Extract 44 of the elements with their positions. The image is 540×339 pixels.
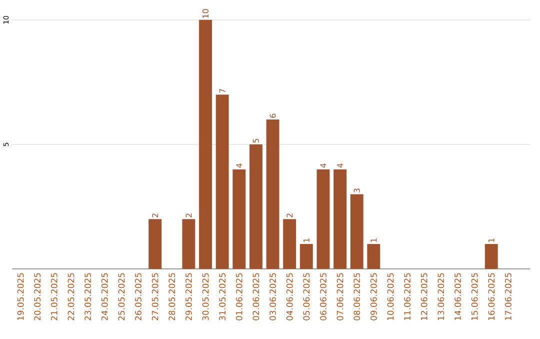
x-tick-label: 03.06.2025 [270,273,276,321]
x-tick-label: 22.05.2025 [68,273,74,320]
x-tick-label: 21.05.2025 [50,273,58,320]
x-tick-label: 01.06.2025 [236,273,242,321]
bar [350,194,364,270]
x-tick-label: 12.06.2025 [420,273,428,320]
x-tick-label: 20.05.2025 [34,273,41,320]
x-tick-label: 30.05.2025 [202,273,209,320]
x-tick-label: 19.05.2025 [17,273,24,320]
bar [316,169,330,270]
x-tick-label: 05.06.2025 [303,273,310,321]
bar [148,219,162,270]
x-tick-label: 26.05.2025 [135,273,142,320]
x-tick-label: 04.06.2025 [286,273,293,321]
bar [232,169,246,270]
x-tick-label: 16.06.2025 [488,273,495,320]
bar [249,144,262,270]
x-tick-label: 13.06.2025 [438,273,444,320]
x-tick-label: 14.06.2025 [454,273,461,320]
x-tick-label: 06.06.2025 [320,273,326,321]
x-tick-label: 29.05.2025 [185,273,192,320]
x-tick-label: 09.06.2025 [370,273,377,321]
bar [367,244,380,270]
bar [300,244,313,270]
x-tick-label: 27.05.2025 [152,273,158,320]
bar [199,20,212,270]
x-tick-label: 07.06.2025 [336,273,344,321]
x-tick-label: 24.05.2025 [101,273,108,320]
bar [484,244,498,270]
x-tick-label: 28.05.2025 [168,273,176,320]
x-tick-label: 25.05.2025 [118,273,125,320]
x-tick-label: 10.06.2025 [387,273,394,320]
bar [334,169,346,270]
x-tick-label: 11.06.2025 [404,273,410,320]
bar [266,120,280,270]
x-tick-label: 08.06.2025 [354,273,360,321]
x-tick-label: 31.05.2025 [219,273,226,320]
bar [283,219,296,270]
bar [182,219,196,270]
bar [216,94,229,270]
x-tick-label: 23.05.2025 [84,273,91,320]
x-tick-label: 02.06.2025 [252,273,260,321]
x-tick-label: 15.06.2025 [471,273,478,320]
x-tick-label: 17.06.2025 [504,273,512,320]
